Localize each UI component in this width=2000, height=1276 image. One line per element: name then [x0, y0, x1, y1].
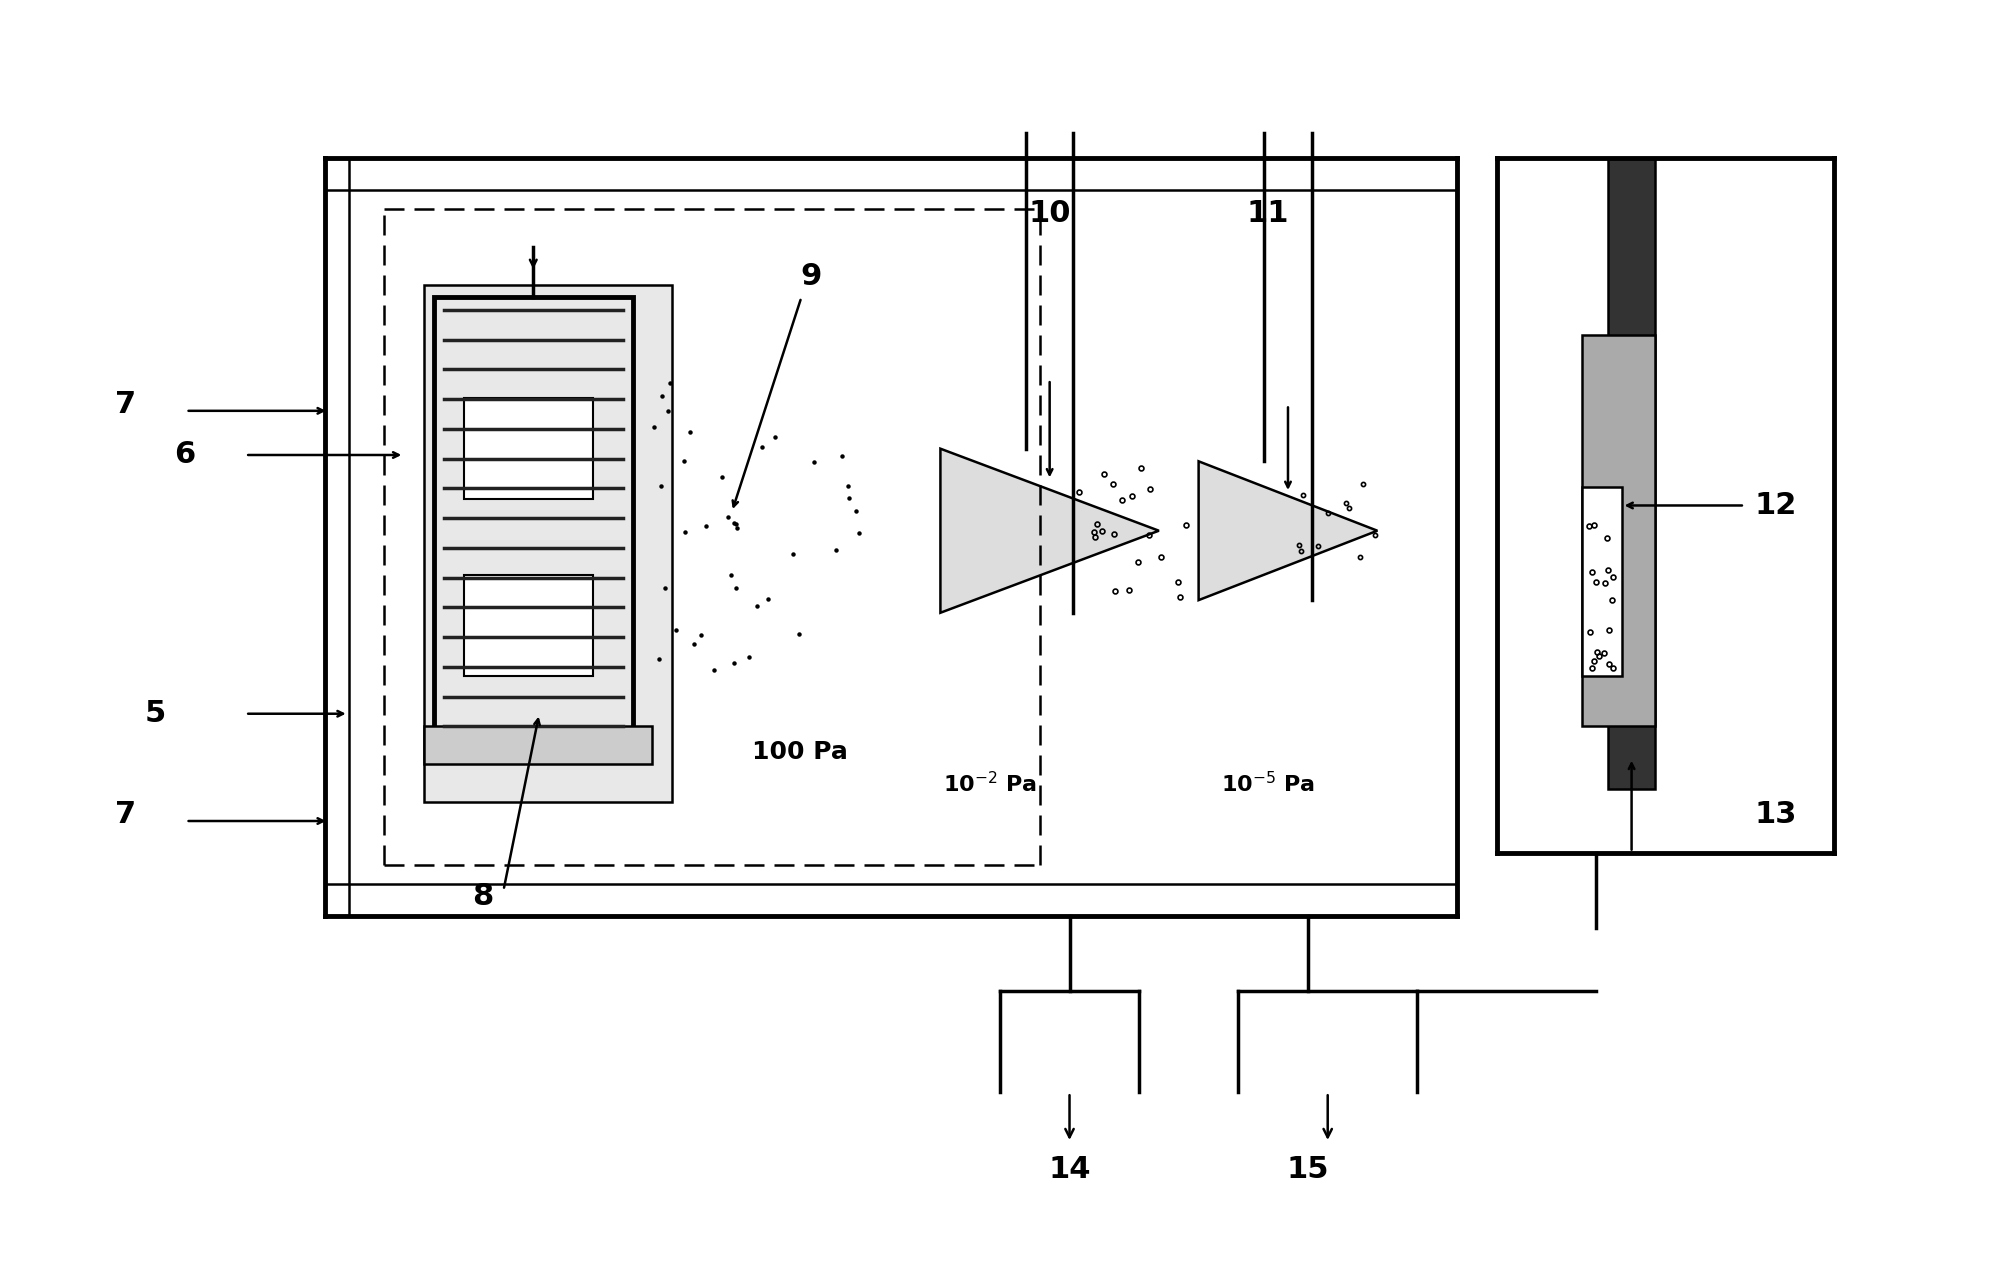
- Text: 14: 14: [1048, 1156, 1090, 1184]
- Text: 8: 8: [472, 882, 494, 911]
- Bar: [1608, 158, 1656, 790]
- Text: 9: 9: [800, 262, 822, 291]
- Bar: [464, 398, 592, 499]
- Text: 11: 11: [1246, 199, 1290, 228]
- Text: 15: 15: [1286, 1156, 1330, 1184]
- Text: 6: 6: [174, 440, 196, 470]
- Bar: [1582, 336, 1656, 726]
- Text: 10: 10: [1028, 199, 1070, 228]
- Polygon shape: [940, 449, 1158, 612]
- Text: 10$^{-5}$ Pa: 10$^{-5}$ Pa: [1222, 771, 1316, 796]
- Text: 7: 7: [114, 800, 136, 829]
- Bar: [434, 297, 632, 739]
- Text: 5: 5: [144, 699, 166, 729]
- Text: 7: 7: [114, 390, 136, 419]
- Text: 13: 13: [1754, 800, 1798, 829]
- Text: 10$^{-2}$ Pa: 10$^{-2}$ Pa: [944, 771, 1038, 796]
- Bar: [1582, 486, 1622, 676]
- Bar: [424, 726, 652, 764]
- Text: 12: 12: [1754, 491, 1798, 521]
- Bar: [424, 285, 672, 803]
- Text: 100 Pa: 100 Pa: [752, 740, 848, 763]
- Bar: [464, 575, 592, 676]
- Polygon shape: [1198, 462, 1378, 600]
- FancyArrowPatch shape: [530, 250, 536, 267]
